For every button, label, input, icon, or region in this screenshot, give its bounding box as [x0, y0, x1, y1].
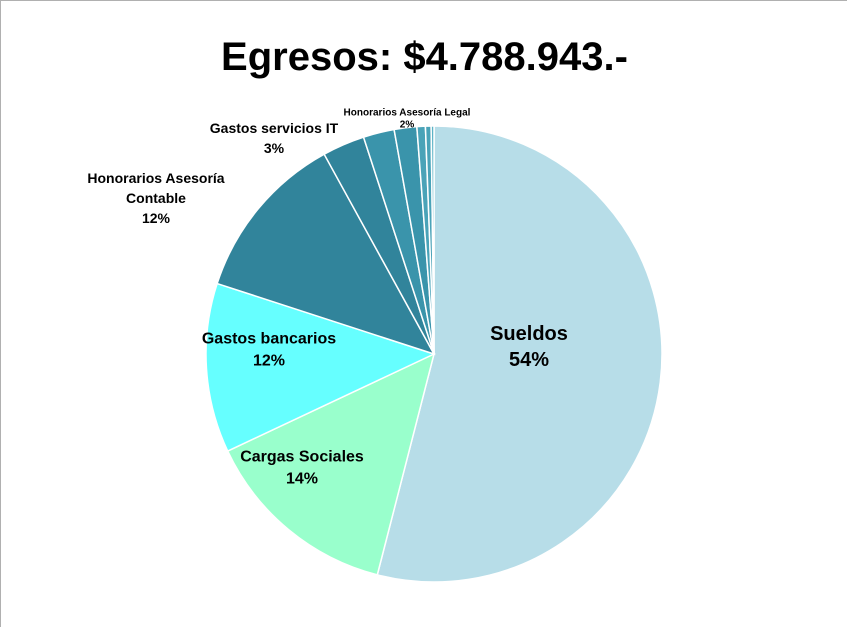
pie-slice-minor-9 — [430, 125, 435, 355]
slice-label-gastos-servicios-it: Gastos servicios IT 3% — [210, 120, 339, 156]
slice-label-gastos-bancarios: Gastos bancarios 12% — [202, 331, 336, 370]
slice-label-honorarios-asesoria-contable: Honorarios Asesoría Contable 12% — [87, 170, 224, 226]
pie-slice-gastos-bancarios — [205, 282, 437, 453]
slice-label-sueldos: Sueldos 54% — [490, 323, 568, 371]
slice-label-honorarios-asesoria-legal: Honorarios Asesoría Legal 2% — [344, 108, 471, 131]
pie-labels: Sueldos 54% Cargas Sociales 14% Gastos banca… — [87, 108, 568, 488]
pie-slice-honorarios-asesoria-contable — [216, 153, 436, 356]
slice-label-cargas-sociales: Cargas Sociales 14% — [240, 449, 364, 488]
pie-slice-sueldos — [376, 125, 663, 583]
chart-title: Egresos: $4.788.943.- — [221, 35, 628, 79]
pie-slice-cargas-sociales — [226, 352, 436, 576]
pie-slices — [205, 125, 663, 583]
